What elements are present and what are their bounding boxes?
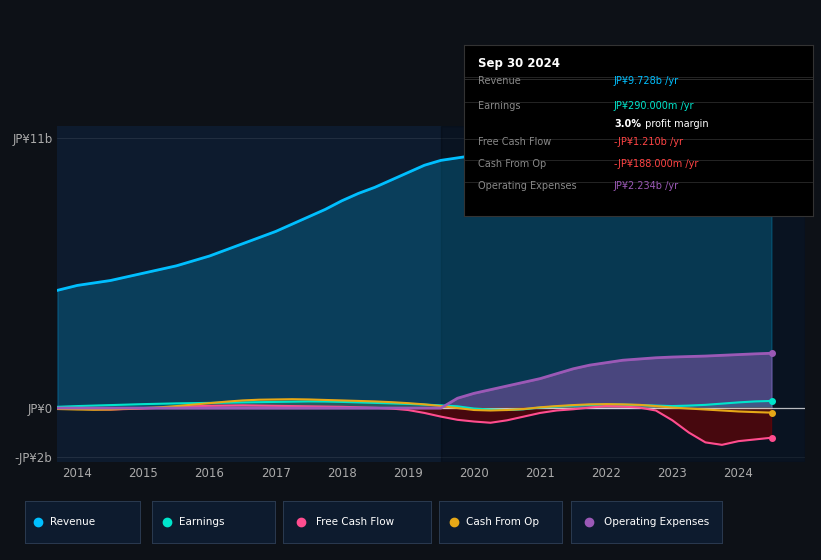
Text: JP¥9.728b /yr: JP¥9.728b /yr bbox=[614, 76, 679, 86]
Text: Free Cash Flow: Free Cash Flow bbox=[478, 137, 551, 147]
Text: Revenue: Revenue bbox=[50, 517, 95, 527]
Text: Sep 30 2024: Sep 30 2024 bbox=[478, 57, 560, 70]
Text: Cash From Op: Cash From Op bbox=[478, 158, 546, 169]
Text: profit margin: profit margin bbox=[642, 119, 709, 129]
Text: JP¥2.234b /yr: JP¥2.234b /yr bbox=[614, 181, 679, 191]
Text: Earnings: Earnings bbox=[478, 101, 521, 110]
Text: JP¥290.000m /yr: JP¥290.000m /yr bbox=[614, 101, 695, 110]
Text: Operating Expenses: Operating Expenses bbox=[478, 181, 576, 191]
Text: -JP¥1.210b /yr: -JP¥1.210b /yr bbox=[614, 137, 683, 147]
Text: Earnings: Earnings bbox=[179, 517, 224, 527]
Bar bbox=[441, 126, 805, 462]
Text: Cash From Op: Cash From Op bbox=[466, 517, 539, 527]
Text: -JP¥188.000m /yr: -JP¥188.000m /yr bbox=[614, 158, 699, 169]
Text: 3.0%: 3.0% bbox=[614, 119, 641, 129]
Text: Revenue: Revenue bbox=[478, 76, 521, 86]
Text: Operating Expenses: Operating Expenses bbox=[604, 517, 709, 527]
Text: Free Cash Flow: Free Cash Flow bbox=[316, 517, 394, 527]
